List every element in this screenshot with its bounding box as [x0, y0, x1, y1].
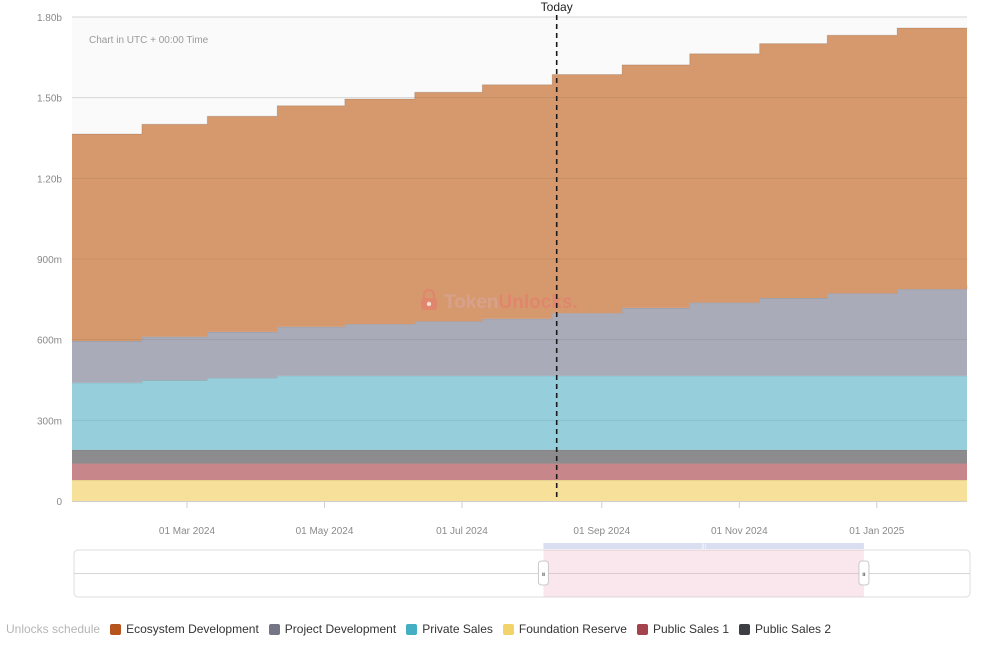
y-tick-label: 0 — [56, 497, 62, 508]
legend-label: Public Sales 1 — [652, 622, 730, 636]
legend-title: Unlocks schedule — [6, 622, 101, 636]
y-tick-label: 300m — [37, 416, 62, 427]
y-tick-label: 1.80b — [37, 13, 62, 24]
legend-item-public-sales-1[interactable]: Public Sales 1 — [636, 622, 730, 636]
handle-body[interactable] — [537, 560, 549, 586]
x-axis: 01 Mar 2024 01 May 2024 01 Jul 2024 01 Sep … — [72, 501, 967, 537]
area-edge-ecosystem-development — [72, 27, 968, 135]
legend-label: Public Sales 2 — [755, 622, 832, 636]
navigator-selection — [543, 550, 864, 597]
legend-label: Foundation Reserve — [518, 622, 627, 636]
area-foundation-reserve — [72, 480, 967, 501]
navigator-handle-right[interactable]: ⏸ — [858, 560, 870, 586]
area-public-sales-2 — [72, 449, 967, 464]
area-public-sales-1 — [72, 463, 967, 480]
y-axis: 0 300m 600m 900m 1.20b 1.50b 1.80b — [37, 13, 62, 508]
y-tick-label: 600m — [37, 336, 62, 347]
watermark-text: TokenUnlocks. — [444, 292, 578, 313]
x-tick-label: 01 Jan 2025 — [849, 526, 904, 537]
today-marker: Today — [541, 0, 573, 501]
pause-icon: ⏸ — [541, 570, 545, 579]
legend-label: Ecosystem Development — [126, 622, 259, 636]
handle-body[interactable] — [858, 560, 870, 586]
legend-label: Private Sales — [422, 622, 493, 636]
legend-swatch — [268, 623, 280, 635]
legend-item-project-development[interactable]: Project Development — [268, 622, 397, 636]
scrollbar-grip-icon: ||| — [701, 544, 706, 550]
chart-legend: Unlocks schedule Ecosystem Development Pr… — [6, 620, 841, 638]
x-tick-label: 01 Jul 2024 — [436, 526, 488, 537]
area-private-sales — [72, 375, 967, 450]
chart-note: Chart in UTC + 00:00 Time — [89, 35, 209, 46]
y-tick-label: 1.50b — [37, 94, 62, 105]
lock-keyhole-icon — [426, 301, 432, 307]
x-tick-label: 01 Sep 2024 — [573, 526, 630, 537]
navigator-handle-left[interactable]: ⏸ — [537, 560, 549, 586]
legend-item-public-sales-2[interactable]: Public Sales 2 — [739, 622, 831, 636]
legend-swatch — [739, 623, 751, 635]
x-tick-label: 01 Nov 2024 — [711, 526, 768, 537]
today-label: Today — [541, 0, 573, 14]
y-tick-label: 900m — [37, 255, 62, 266]
legend-swatch — [502, 623, 514, 635]
legend-swatch — [636, 623, 648, 635]
legend-item-private-sales[interactable]: Private Sales — [406, 622, 493, 636]
legend-swatch — [406, 623, 418, 635]
pause-icon: ⏸ — [862, 570, 866, 579]
range-navigator[interactable]: ||| ⏸ ⏸ — [73, 543, 971, 598]
x-tick-label: 01 May 2024 — [296, 526, 354, 537]
legend-label: Project Development — [284, 622, 397, 636]
legend-item-ecosystem-development[interactable]: Ecosystem Development — [110, 622, 259, 636]
area-project-development — [72, 285, 967, 383]
grid-lines-overlay — [72, 16, 967, 421]
area-ecosystem-development — [72, 27, 967, 341]
navigator-scrollbar-thumb[interactable] — [543, 543, 864, 549]
lock-icon — [422, 288, 436, 298]
stacked-areas — [72, 27, 968, 501]
y-tick-label: 1.20b — [37, 174, 62, 185]
x-tick-label: 01 Mar 2024 — [159, 526, 216, 537]
tokenunlocks-watermark: TokenUnlocks. — [421, 288, 578, 313]
legend-swatch — [110, 623, 122, 635]
watermark-group: TokenUnlocks. — [421, 288, 578, 313]
legend-item-foundation-reserve[interactable]: Foundation Reserve — [502, 622, 627, 636]
